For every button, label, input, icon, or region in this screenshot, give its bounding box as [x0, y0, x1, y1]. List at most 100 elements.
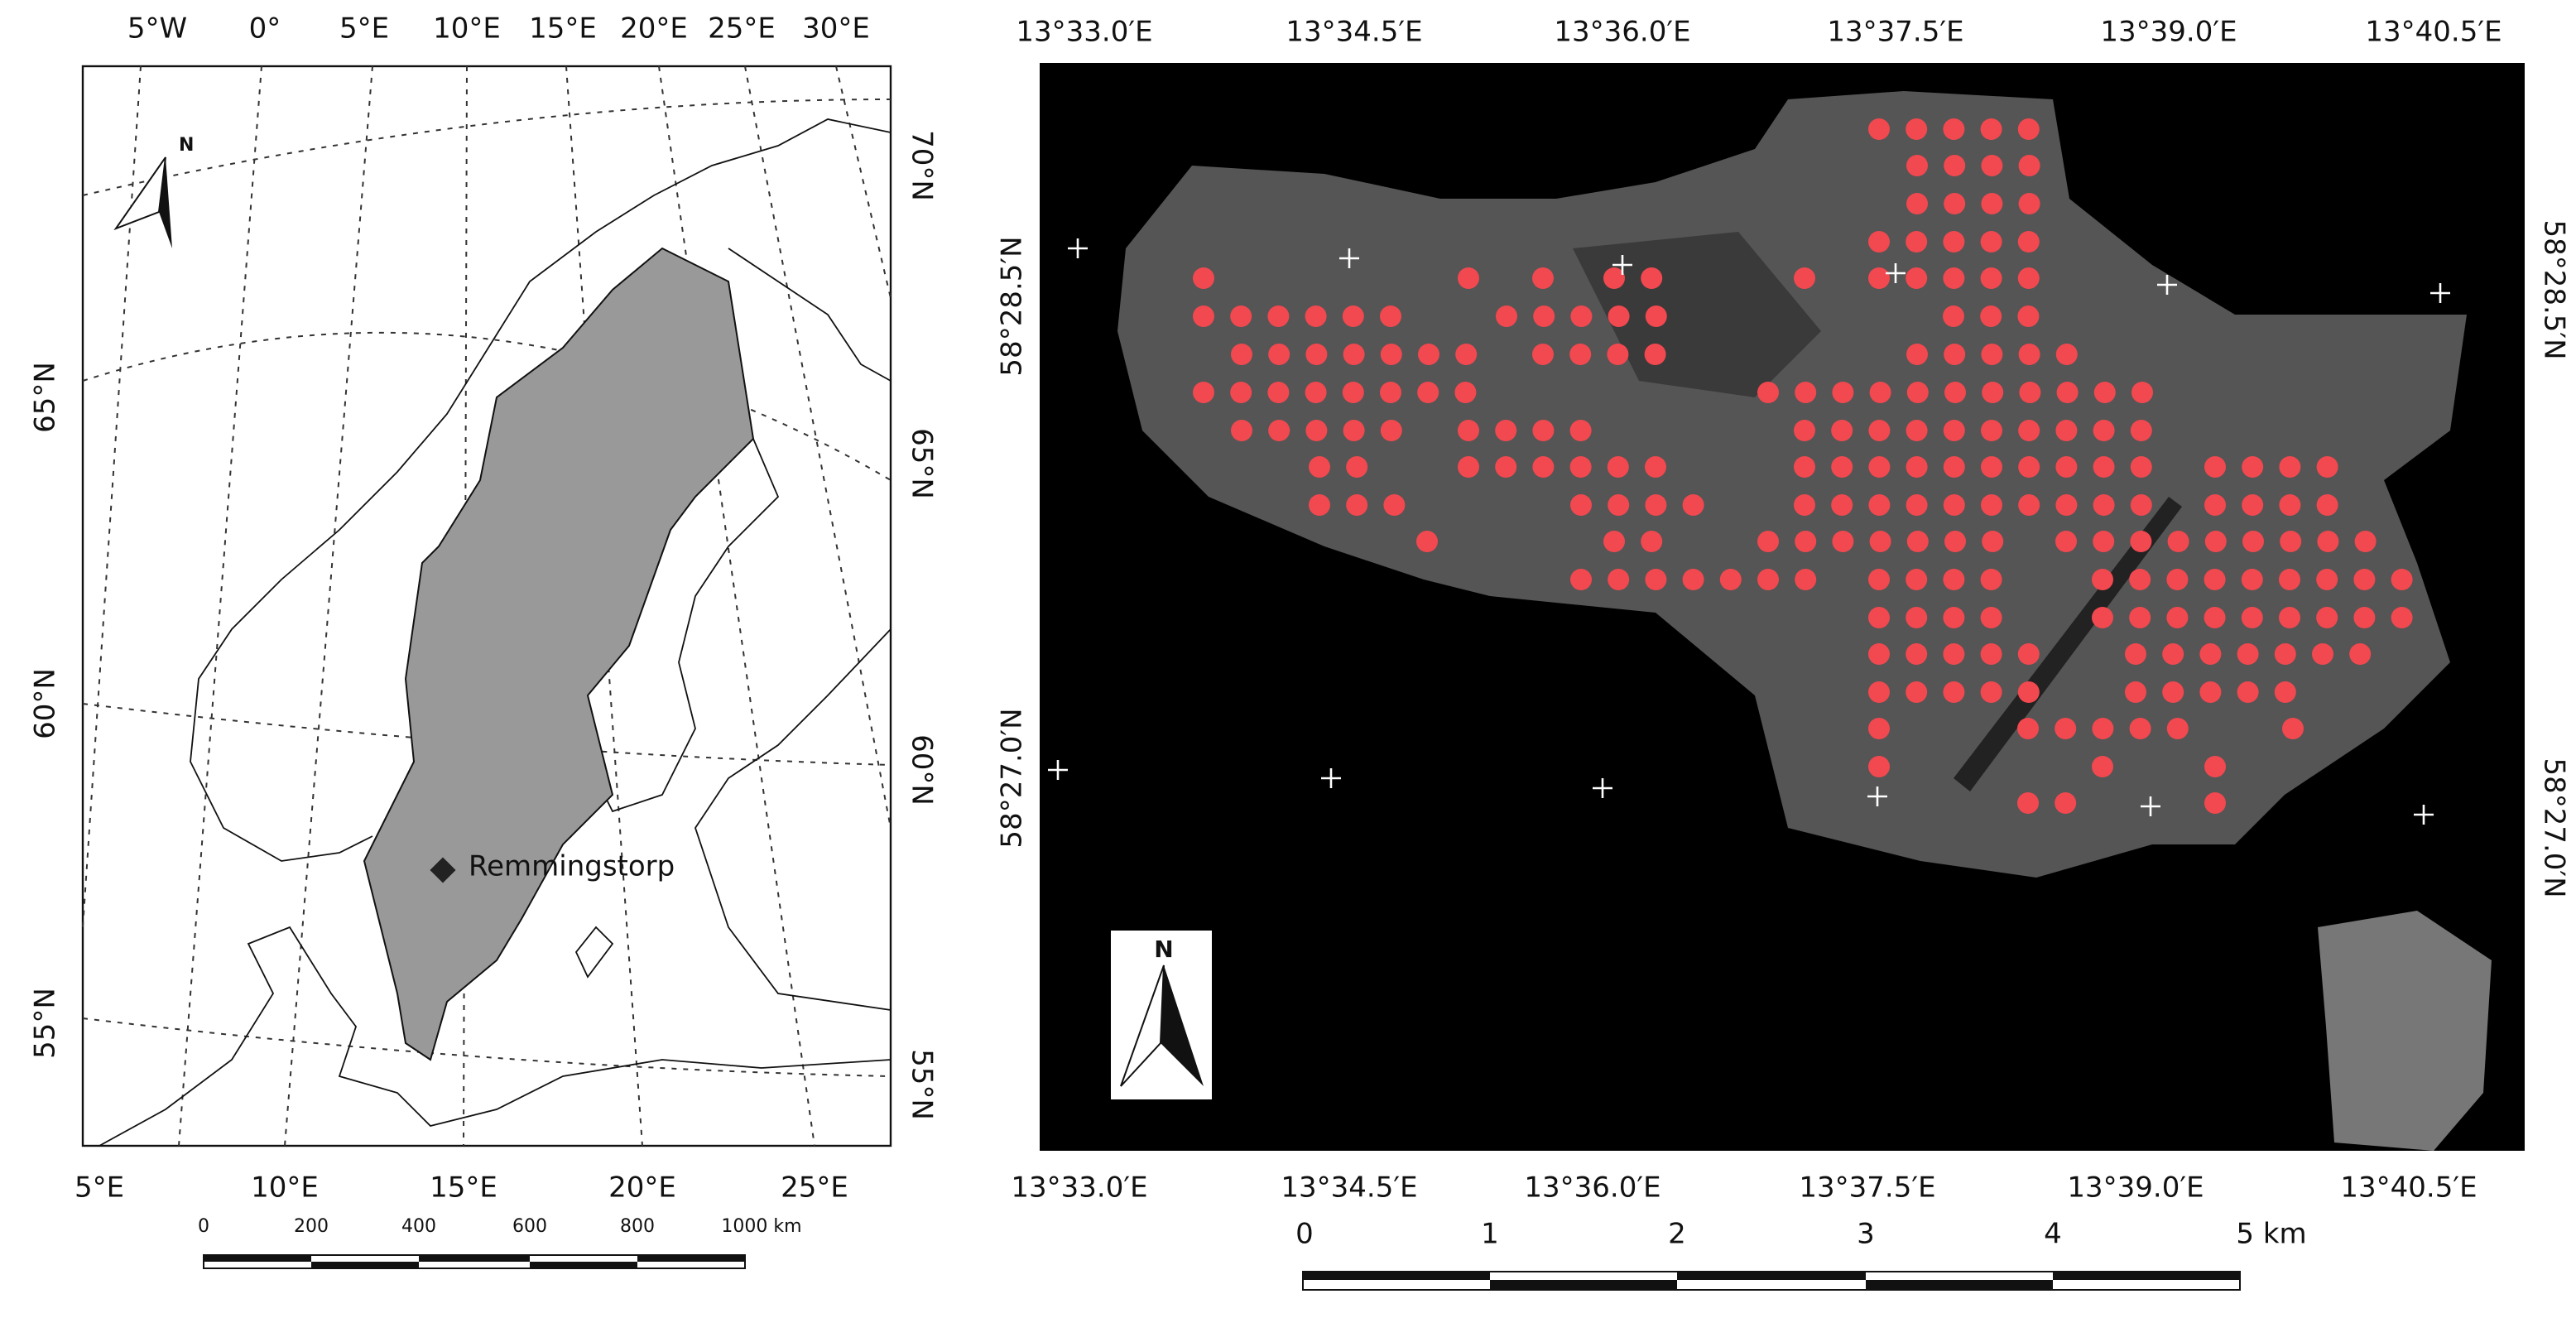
sample-point	[1982, 382, 2004, 403]
sample-point	[1981, 420, 2002, 441]
sample-point	[2092, 756, 2113, 777]
sample-point	[2017, 681, 2040, 703]
sample-point	[2131, 382, 2153, 403]
sample-point	[2317, 531, 2339, 552]
sample-point	[2316, 494, 2338, 516]
scale-label: 1	[1481, 1218, 1499, 1251]
sample-point	[2055, 456, 2078, 478]
top-label: 5°W	[127, 12, 187, 46]
site-label: Remmingstorp	[469, 850, 675, 883]
left-label: 58°27.0′N	[996, 708, 1029, 848]
sample-point	[1193, 267, 1214, 289]
sample-point	[2055, 531, 2077, 552]
sample-point	[2017, 643, 2040, 665]
sample-point	[2241, 569, 2263, 590]
sample-point	[1980, 231, 2002, 253]
right-label: 58°28.5′N	[2538, 219, 2571, 359]
sample-point	[1305, 420, 1328, 441]
sample-point	[1682, 569, 1704, 590]
sample-point	[2237, 643, 2259, 665]
sample-point	[1980, 305, 2002, 327]
grid-cross	[1593, 778, 1612, 798]
sample-point	[1645, 456, 1666, 478]
sample-point	[2130, 456, 2152, 478]
sample-point	[1455, 344, 1478, 365]
sample-point	[2018, 155, 2040, 176]
sample-point	[1268, 344, 1290, 365]
scale-label: 1000 km	[721, 1216, 801, 1237]
sample-point	[1944, 344, 1966, 365]
grid-cross	[1612, 255, 1632, 275]
sample-point	[1981, 193, 2003, 214]
sample-point	[2018, 193, 2040, 214]
sample-point	[1343, 420, 1365, 441]
sample-point	[2129, 718, 2151, 739]
grid-cross	[2430, 283, 2450, 303]
sample-point	[2199, 643, 2222, 665]
sample-point	[2130, 531, 2152, 552]
sample-point	[1832, 531, 1854, 552]
sample-point	[2125, 643, 2146, 665]
sample-point	[1869, 531, 1891, 552]
sample-point	[2092, 607, 2113, 628]
sample-point	[1608, 305, 1630, 327]
sample-point	[2354, 531, 2377, 552]
top-label: 13°34.5′E	[1286, 16, 1422, 49]
sample-point	[1794, 494, 1815, 516]
sample-point	[2125, 681, 2146, 703]
sample-point	[1944, 155, 1966, 176]
sample-point	[1943, 456, 1965, 478]
sample-point	[1832, 382, 1854, 403]
top-label: 13°39.0′E	[2100, 16, 2237, 49]
right-label: 65°N	[906, 428, 939, 499]
sample-point	[2162, 681, 2184, 703]
sample-point	[1868, 681, 1890, 703]
sample-point	[1570, 494, 1592, 516]
sample-point	[2166, 569, 2189, 590]
sample-point	[1645, 494, 1667, 516]
imagery	[1117, 91, 2492, 1151]
scale-label: 5 km	[2236, 1218, 2306, 1251]
sample-point	[1943, 494, 1965, 516]
scale-label: 200	[294, 1216, 329, 1237]
scale-label: 0	[198, 1216, 209, 1237]
sample-point	[1569, 420, 1592, 441]
sample-point	[1869, 382, 1891, 403]
right-label: 60°N	[906, 734, 939, 806]
right-label: 58°27.0′N	[2538, 758, 2571, 897]
sample-point	[1757, 531, 1779, 552]
sample-point	[1458, 267, 1479, 289]
sample-point	[1532, 344, 1554, 365]
north-arrow: N	[113, 135, 194, 248]
sample-point	[1795, 569, 1817, 590]
left-label: 58°28.5′N	[996, 236, 1029, 376]
sample-point	[1496, 305, 1517, 327]
north-label: N	[179, 135, 194, 156]
sample-point	[2242, 494, 2264, 516]
sample-point	[2017, 718, 2039, 739]
sample-point	[1906, 193, 1928, 214]
sample-point	[2129, 607, 2151, 628]
sample-point	[1906, 607, 1928, 628]
scale-label: 0	[1295, 1218, 1314, 1251]
sample-point	[1906, 420, 1928, 441]
sample-point	[2391, 569, 2413, 590]
top-label: 0°	[249, 12, 281, 46]
sample-point	[2274, 643, 2296, 665]
sample-point	[2093, 382, 2116, 403]
sample-point	[1458, 420, 1479, 441]
sample-point	[2018, 344, 2040, 365]
top-label: 10°E	[433, 12, 501, 46]
left-label: 65°N	[29, 362, 62, 433]
top-label: 30°E	[802, 12, 870, 46]
sample-point	[2093, 531, 2115, 552]
sample-point	[2093, 494, 2115, 516]
sample-point	[1342, 305, 1364, 327]
top-label: 13°37.5′E	[1827, 16, 1963, 49]
sample-point	[1906, 569, 1928, 590]
bottom-label: 13°39.0′E	[2067, 1171, 2204, 1205]
sample-point	[1868, 494, 1891, 516]
sample-point	[2312, 643, 2333, 665]
sample-point	[1305, 382, 1327, 403]
